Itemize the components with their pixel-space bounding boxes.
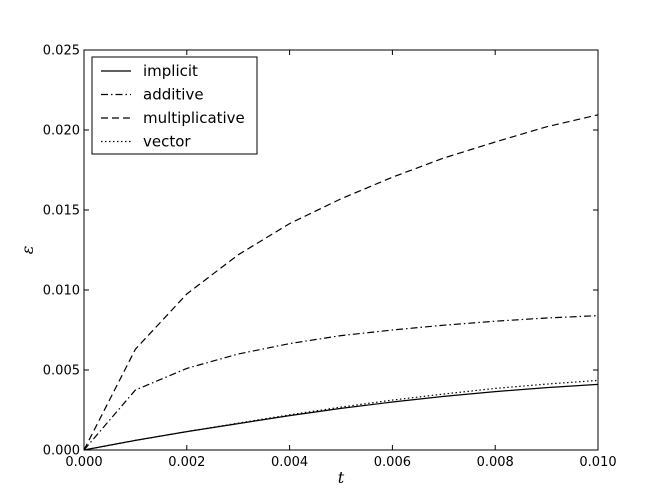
x-tick-label: 0.004 bbox=[271, 455, 308, 470]
legend: implicit additive multiplicative vector bbox=[91, 56, 258, 155]
x-tick-label: 0.008 bbox=[477, 455, 514, 470]
plot-frame bbox=[83, 49, 599, 451]
series-line-implicit bbox=[83, 383, 599, 451]
series-line-additive bbox=[83, 315, 599, 451]
legend-label-implicit: implicit bbox=[143, 62, 198, 80]
x-tick-label: 0.010 bbox=[579, 455, 616, 470]
y-tick-label: 0.005 bbox=[43, 364, 80, 379]
legend-label-vector: vector bbox=[143, 133, 191, 151]
y-tick-label: 0.010 bbox=[43, 284, 80, 299]
y-tick-label: 0.015 bbox=[43, 204, 80, 219]
ticks-layer: 0.000 0.002 0.004 0.006 0.008 0.010 0.000 0.005… bbox=[43, 44, 617, 471]
series-line-multiplicative bbox=[83, 114, 599, 451]
y-tick-label: 0.025 bbox=[43, 44, 80, 59]
x-tick-label: 0.000 bbox=[65, 455, 102, 470]
y-tick-label: 0.000 bbox=[43, 444, 80, 459]
legend-label-multiplicative: multiplicative bbox=[143, 109, 245, 127]
y-tick-label: 0.020 bbox=[43, 124, 80, 139]
series-layer bbox=[83, 114, 599, 451]
x-tick-label: 0.006 bbox=[374, 455, 411, 470]
legend-box bbox=[91, 56, 258, 155]
x-axis-label: t bbox=[338, 468, 345, 487]
x-tick-label: 0.002 bbox=[168, 455, 205, 470]
series-line-vector bbox=[83, 379, 599, 451]
legend-label-additive: additive bbox=[143, 86, 204, 104]
y-axis-label: ε bbox=[18, 246, 37, 255]
